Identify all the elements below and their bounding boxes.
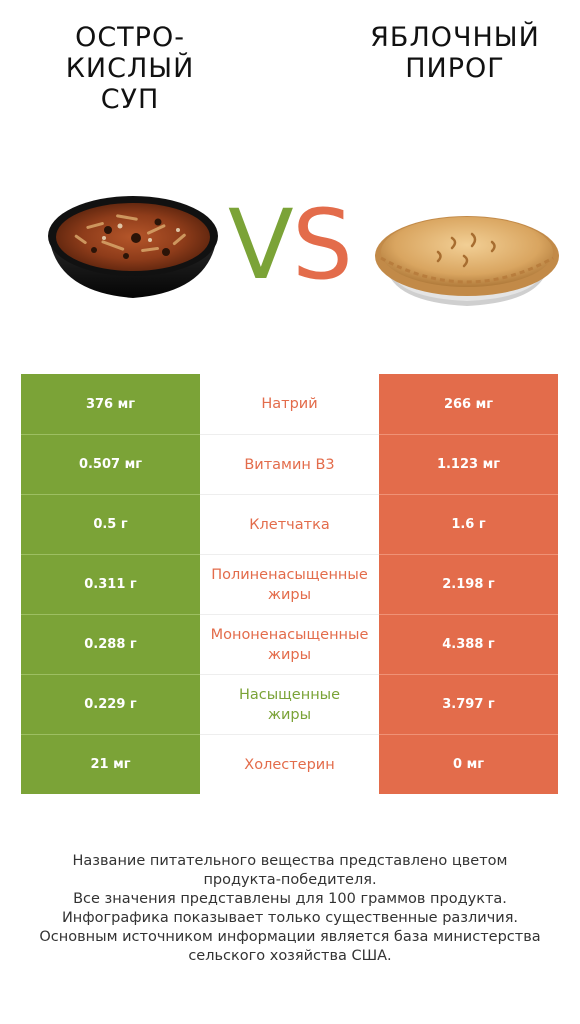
footer-line: продукта-победителя. xyxy=(203,872,377,888)
footer-line: сельского хозяйства США. xyxy=(188,948,392,964)
left-food-title: ОСТРО- КИСЛЫЙ СУП xyxy=(15,22,245,115)
table-row: 21 мг Холестерин 0 мг xyxy=(21,734,558,794)
nutrient-comparison-table: 376 мг Натрий 266 мг 0.507 мг Витамин B3 1.12… xyxy=(21,374,558,794)
nutrient-label-text: Холестерин xyxy=(244,755,334,775)
nutrient-label-line: Клетчатка xyxy=(249,516,330,533)
left-value: 0.5 г xyxy=(21,494,200,554)
apple-pie-icon xyxy=(375,216,559,306)
nutrient-label: Мононенасыщенные жиры xyxy=(200,614,379,674)
nutrient-label: Насыщенные жиры xyxy=(200,674,379,734)
left-value: 0.507 мг xyxy=(21,434,200,494)
nutrient-label: Клетчатка xyxy=(200,494,379,554)
left-value: 0.288 г xyxy=(21,614,200,674)
nutrient-label: Полиненасыщенные жиры xyxy=(200,554,379,614)
table-row: 0.5 г Клетчатка 1.6 г xyxy=(21,494,558,554)
nutrient-label-line: Мононенасыщенные xyxy=(210,626,369,643)
vs-v-letter: V xyxy=(228,192,294,288)
nutrient-label-text: Витамин B3 xyxy=(244,455,334,475)
nutrient-label: Витамин B3 xyxy=(200,434,379,494)
nutrient-label-line: Витамин B3 xyxy=(244,456,335,473)
footer-line: Основным источником информации является … xyxy=(39,929,541,945)
footer-line: Название питательного вещества представл… xyxy=(72,853,508,869)
nutrient-label-line: Холестерин xyxy=(244,756,335,773)
nutrient-label-text: Натрий xyxy=(261,394,317,414)
right-value: 1.6 г xyxy=(379,494,558,554)
left-food-title-line: ОСТРО- xyxy=(75,22,185,53)
nutrient-label: Холестерин xyxy=(200,734,379,794)
table-row: 0.311 г Полиненасыщенные жиры 2.198 г xyxy=(21,554,558,614)
nutrient-label-line: жиры xyxy=(267,586,312,603)
nutrient-label-text: Мононенасыщенные жиры xyxy=(211,625,369,665)
right-food-title-line: ПИРОГ xyxy=(405,53,505,84)
nutrient-label-line: Полиненасыщенные xyxy=(211,566,368,583)
right-value: 0 мг xyxy=(379,734,558,794)
vs-s-letter: S xyxy=(292,192,352,288)
right-food-title: ЯБЛОЧНЫЙ ПИРОГ xyxy=(340,22,570,84)
table-row: 376 мг Натрий 266 мг xyxy=(21,374,558,434)
left-food-title-line: КИСЛЫЙ xyxy=(65,53,195,84)
left-value: 0.311 г xyxy=(21,554,200,614)
left-value: 0.229 г xyxy=(21,674,200,734)
nutrient-label-text: Полиненасыщенные жиры xyxy=(211,565,368,605)
left-value: 21 мг xyxy=(21,734,200,794)
footer-note: Название питательного вещества представл… xyxy=(10,852,570,966)
right-value: 1.123 мг xyxy=(379,434,558,494)
footer-line: Инфографика показывает только существенн… xyxy=(61,910,519,926)
nutrient-label-line: Насыщенные xyxy=(238,686,341,703)
nutrient-label-line: жиры xyxy=(267,706,312,723)
table-row: 0.229 г Насыщенные жиры 3.797 г xyxy=(21,674,558,734)
nutrient-label-line: жиры xyxy=(267,646,312,663)
right-value: 3.797 г xyxy=(379,674,558,734)
right-value: 266 мг xyxy=(379,374,558,434)
left-food-title-line: СУП xyxy=(100,84,160,115)
soup-bowl-icon xyxy=(48,196,218,298)
left-value: 376 мг xyxy=(21,374,200,434)
right-value: 4.388 г xyxy=(379,614,558,674)
table-row: 0.288 г Мононенасыщенные жиры 4.388 г xyxy=(21,614,558,674)
right-food-title-line: ЯБЛОЧНЫЙ xyxy=(370,22,540,53)
right-value: 2.198 г xyxy=(379,554,558,614)
nutrient-label-line: Натрий xyxy=(261,396,318,412)
nutrient-label-text: Клетчатка xyxy=(249,515,329,535)
footer-line: Все значения представлены для 100 граммо… xyxy=(73,891,507,907)
table-row: 0.507 мг Витамин B3 1.123 мг xyxy=(21,434,558,494)
nutrient-label-text: Насыщенные жиры xyxy=(239,685,340,725)
vs-graphic: V S xyxy=(228,192,352,288)
nutrient-label: Натрий xyxy=(200,374,379,434)
